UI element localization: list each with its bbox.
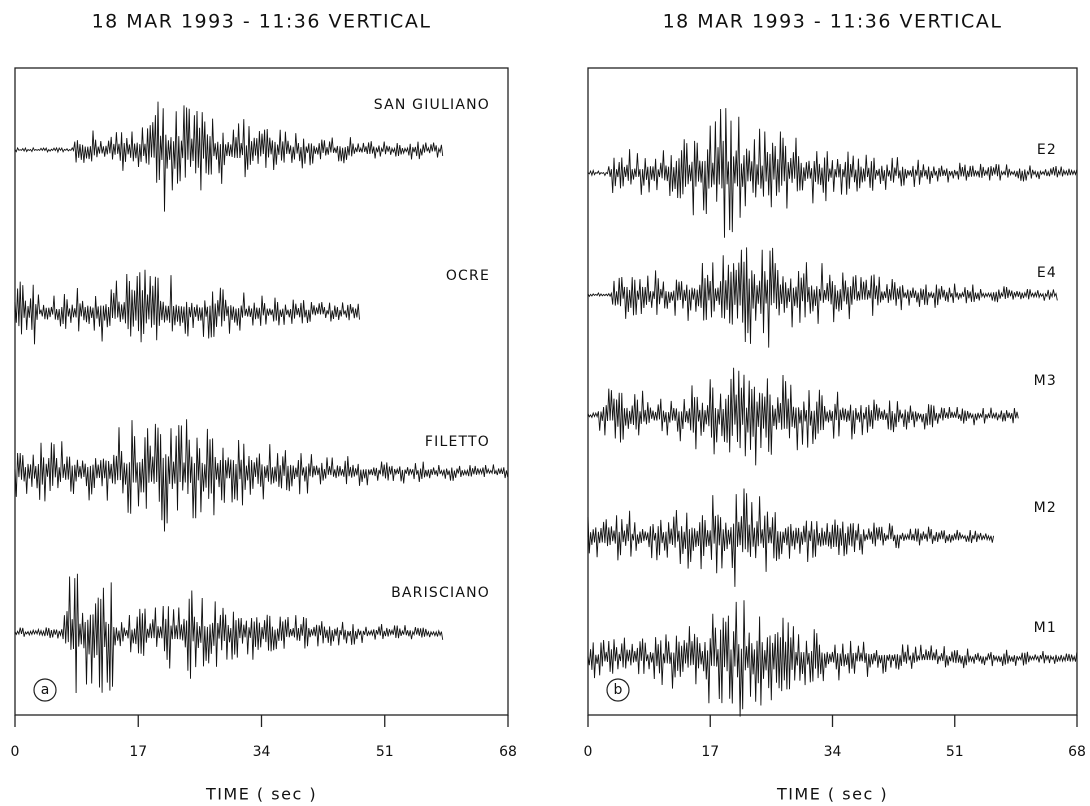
waveform bbox=[14, 101, 444, 212]
panel-badge bbox=[33, 678, 57, 702]
x-tick-label: 68 bbox=[1068, 744, 1086, 760]
x-axis-label: TIME ( sec ) bbox=[205, 785, 317, 804]
panel-label: a bbox=[41, 682, 50, 698]
panel-label: b bbox=[614, 682, 623, 698]
plot-frame bbox=[14, 67, 509, 716]
waveform bbox=[14, 419, 509, 532]
chart-title: 18 MAR 1993 - 11:36 VERTICAL bbox=[92, 11, 432, 33]
waveform bbox=[587, 488, 995, 587]
x-tick-label: 51 bbox=[376, 744, 394, 760]
trace-label: M2 bbox=[1034, 500, 1057, 516]
waveform bbox=[587, 600, 1078, 717]
x-tick-label: 17 bbox=[701, 744, 719, 760]
waveform bbox=[587, 367, 1019, 466]
trace-label: E4 bbox=[1037, 265, 1057, 281]
x-tick-label: 0 bbox=[584, 744, 593, 760]
chart-title: 18 MAR 1993 - 11:36 VERTICAL bbox=[663, 11, 1003, 33]
x-tick-label: 51 bbox=[946, 744, 964, 760]
waveform bbox=[14, 269, 360, 345]
x-tick-label: 34 bbox=[253, 744, 271, 760]
x-tick-label: 68 bbox=[499, 744, 517, 760]
waveform bbox=[14, 573, 444, 694]
trace-label: M1 bbox=[1034, 620, 1057, 636]
waveform bbox=[587, 108, 1078, 238]
x-tick-label: 0 bbox=[11, 744, 20, 760]
trace-label: E2 bbox=[1037, 142, 1057, 158]
x-tick-label: 17 bbox=[129, 744, 147, 760]
trace-label: SAN GIULIANO bbox=[374, 97, 490, 113]
trace-label: OCRE bbox=[446, 268, 490, 284]
waveform bbox=[587, 247, 1058, 348]
trace-label: M3 bbox=[1034, 373, 1057, 389]
x-tick-label: 34 bbox=[824, 744, 842, 760]
trace-label: FILETTO bbox=[425, 434, 490, 450]
panel-badge bbox=[606, 678, 630, 702]
trace-label: BARISCIANO bbox=[391, 585, 490, 601]
x-axis-label: TIME ( sec ) bbox=[776, 785, 888, 804]
